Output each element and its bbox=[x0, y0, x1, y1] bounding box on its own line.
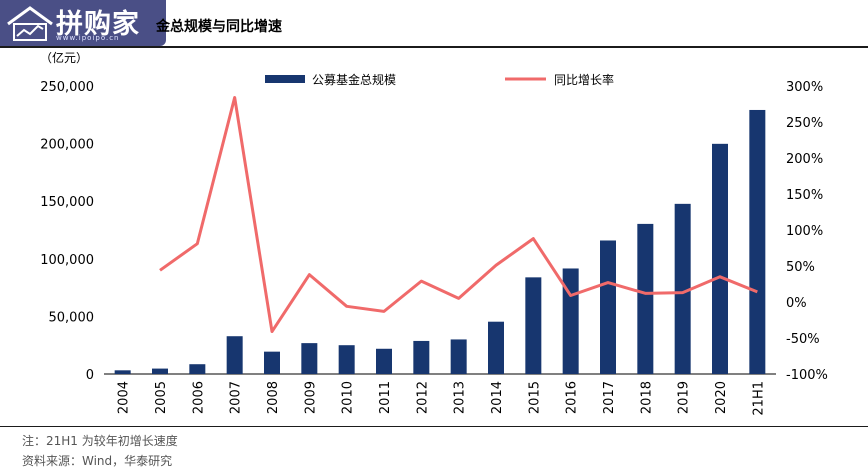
x-tick-label: 2011 bbox=[378, 381, 393, 414]
bar bbox=[488, 321, 504, 374]
logo-url: www.ipoipo.cn bbox=[56, 34, 120, 42]
bar bbox=[152, 368, 168, 374]
y-right-tick-label: 50% bbox=[786, 260, 815, 275]
x-tick-label: 2015 bbox=[527, 381, 542, 414]
y-right-tick-label: 150% bbox=[786, 188, 823, 203]
x-tick-label: 2006 bbox=[191, 381, 206, 414]
x-tick-label: 2020 bbox=[714, 381, 729, 414]
bar bbox=[450, 339, 467, 374]
x-tick-label: 2019 bbox=[677, 381, 692, 414]
title-divider bbox=[0, 46, 868, 48]
chart: （亿元） 公募基金总规模 同比增长率 0 50,000 100,000 150,000… bbox=[40, 50, 828, 416]
bar bbox=[712, 143, 728, 374]
y-right-tick-label: -100% bbox=[786, 368, 828, 383]
bar bbox=[114, 370, 131, 374]
chart-title: 金总规模与同比增速 bbox=[156, 19, 282, 35]
x-tick-label: 2005 bbox=[154, 381, 169, 414]
x-tick-label: 2007 bbox=[229, 381, 244, 414]
x-tick-label: 2016 bbox=[565, 381, 580, 414]
y-left-tick-label: 200,000 bbox=[40, 138, 94, 153]
y-right-tick-label: 300% bbox=[786, 80, 823, 95]
bar bbox=[413, 340, 430, 374]
legend-label-line: 同比增长率 bbox=[554, 72, 614, 87]
bar bbox=[600, 240, 616, 374]
bar bbox=[189, 364, 206, 374]
bar bbox=[376, 348, 392, 374]
x-tick-label: 2018 bbox=[639, 381, 654, 414]
bar bbox=[525, 277, 542, 374]
y-right-tick-label: -50% bbox=[786, 332, 820, 347]
x-tick-label: 21H1 bbox=[751, 381, 766, 416]
x-tick-label: 2014 bbox=[490, 381, 505, 414]
y-right-tick-label: 250% bbox=[786, 116, 823, 131]
x-tick-label: 2012 bbox=[415, 381, 430, 414]
source-note: 资料来源：Wind，华泰研究 bbox=[22, 454, 173, 468]
y-left-unit-label: （亿元） bbox=[40, 50, 88, 65]
y-left-tick-label: 50,000 bbox=[49, 310, 95, 325]
y-right-tick-label: 100% bbox=[786, 224, 823, 239]
footer-divider bbox=[0, 426, 868, 427]
growth-rate-line bbox=[159, 96, 758, 334]
legend: 公募基金总规模 同比增长率 bbox=[265, 72, 614, 87]
x-tick-label: 2009 bbox=[303, 381, 318, 414]
logo-text: 拼购家 bbox=[56, 9, 140, 40]
bar bbox=[637, 223, 654, 374]
x-tick-label: 2017 bbox=[602, 381, 617, 414]
legend-label-bars: 公募基金总规模 bbox=[312, 72, 396, 87]
house-chart-icon bbox=[7, 6, 53, 41]
y-left-tick-label: 100,000 bbox=[40, 253, 94, 268]
y-left-tick-label: 150,000 bbox=[40, 195, 94, 210]
logo: 拼购家 www.ipoipo.cn bbox=[0, 0, 166, 46]
x-tick-label: 2013 bbox=[453, 381, 468, 414]
bar bbox=[301, 343, 318, 374]
bar bbox=[338, 345, 355, 374]
footnote: 注：21H1 为较年初增长速度 bbox=[22, 434, 178, 448]
legend-swatch-bars bbox=[265, 75, 305, 83]
x-tick-label: 2008 bbox=[266, 381, 281, 414]
bar bbox=[264, 351, 280, 374]
y-left-tick-label: 250,000 bbox=[40, 80, 94, 95]
y-right-tick-label: 0% bbox=[786, 296, 807, 311]
y-left-tick-label: 0 bbox=[86, 368, 94, 383]
bar bbox=[674, 203, 691, 374]
x-tick-label: 2004 bbox=[117, 381, 132, 414]
bar bbox=[226, 336, 243, 374]
x-tick-label: 2010 bbox=[341, 381, 356, 414]
y-right-tick-label: 200% bbox=[786, 152, 823, 167]
bar bbox=[749, 109, 766, 374]
